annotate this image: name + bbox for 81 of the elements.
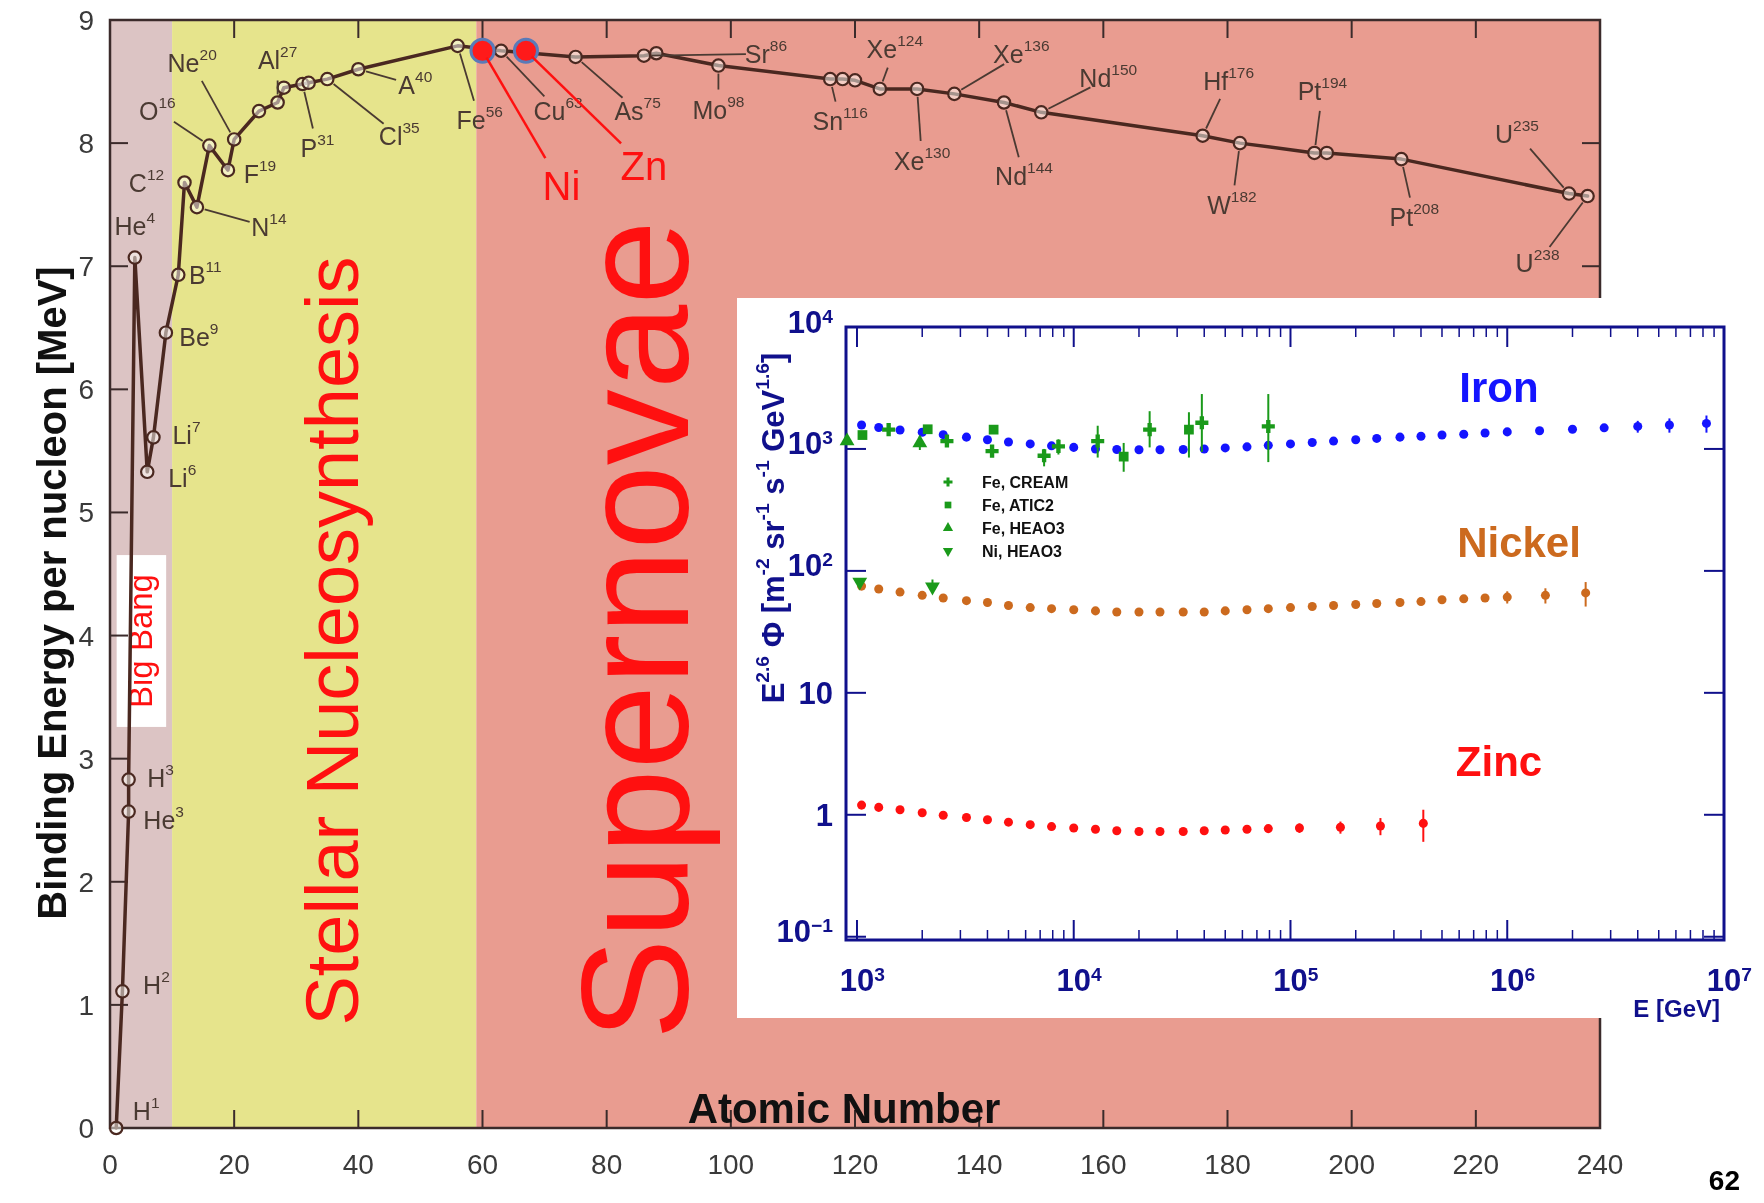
text: 62 (1708, 1164, 1740, 1196)
annotation: Li$^{7}$ (172, 418, 201, 450)
annotation: O$^{16}$ (138, 93, 176, 125)
annotation: Nd$^{150}$ (1079, 61, 1138, 93)
annotation: A$^{40}$ (398, 68, 433, 100)
annotation: Mo$^{98}$ (692, 92, 745, 124)
y-tick-label: 4 (78, 620, 94, 652)
annotation: Al$^{27}$ (257, 43, 298, 75)
x-tick-label: 240 (1576, 1149, 1624, 1181)
annotation: Nd$^{144}$ (995, 159, 1054, 191)
annotation: F$^{19}$ (243, 157, 277, 189)
annotation: Hf$^{176}$ (1203, 63, 1255, 95)
annotation: H$^{3}$ (147, 760, 174, 792)
annotation: W$^{182}$ (1207, 188, 1257, 220)
annotation: He$^{3}$ (143, 802, 184, 834)
y-tick-label: 8 (78, 128, 94, 160)
legend-label: Ni, HEAO3 (982, 542, 1063, 560)
y-tick-label: 0 (78, 1113, 94, 1145)
x-tick-label: 160 (1079, 1149, 1127, 1181)
annotation: B$^{11}$ (188, 257, 222, 289)
y-tick-label: 5 (78, 497, 94, 529)
x-tick-label: 0 (102, 1149, 118, 1181)
x-tick-label: 200 (1328, 1149, 1376, 1181)
x-tick-label: 120 (831, 1149, 879, 1181)
annotation: Xe$^{130}$ (893, 143, 951, 175)
legend-label: Fe, CREAM (982, 473, 1069, 491)
annotation: Ne$^{20}$ (167, 46, 218, 78)
y-tick-label: 1 (815, 797, 833, 833)
annotation: Li$^{6}$ (168, 460, 197, 492)
annotation: N$^{14}$ (251, 210, 287, 242)
series-label: Nickel (1457, 519, 1581, 566)
annotation: U$^{238}$ (1515, 246, 1560, 278)
annotation: Fe$^{56}$ (456, 102, 503, 134)
y-tick-label: 3 (78, 743, 94, 775)
x-tick-label: 10$^{3}$ (839, 963, 885, 999)
x-tick-label: 10$^{6}$ (1490, 963, 1536, 999)
x-tick-label: 100 (707, 1149, 755, 1181)
x-tick-label: 180 (1204, 1149, 1251, 1181)
y-tick-label: 10 (798, 675, 833, 711)
y-tick-label: 1 (78, 989, 94, 1021)
annotation: H$^{1}$ (132, 1094, 160, 1125)
annotation: He$^{4}$ (114, 208, 156, 240)
annotation: P$^{31}$ (300, 131, 335, 163)
series-label: Iron (1459, 364, 1539, 411)
annotation: Cl$^{35}$ (378, 119, 420, 151)
x-tick-label: 10$^{4}$ (1056, 963, 1102, 999)
y-tick-label: 10$^{3}$ (787, 426, 833, 462)
annotation: H$^{2}$ (143, 968, 170, 1000)
y-axis-title: Binding Energy per nucleon [MeV] (30, 266, 74, 920)
legend-label: Fe, ATIC2 (982, 496, 1055, 514)
annotation: Zn (620, 143, 668, 188)
annotation: Pt$^{208}$ (1389, 200, 1440, 232)
y-tick-label: 10$^{2}$ (787, 548, 833, 584)
y-tick-label: 2 (78, 866, 94, 898)
annotation: Sn$^{116}$ (812, 104, 868, 136)
y-tick-label: 7 (78, 251, 94, 283)
x-tick-label: 40 (342, 1149, 374, 1181)
annotation: U$^{235}$ (1494, 116, 1539, 148)
x-tick-label: 10$^{5}$ (1273, 963, 1319, 999)
legend-label: Fe, HEAO3 (982, 519, 1065, 537)
annotation: C$^{12}$ (128, 165, 165, 197)
y-tick-label: 10$^{−1}$ (776, 914, 834, 950)
x-tick-label: 140 (955, 1149, 1003, 1181)
annotation: Pt$^{194}$ (1297, 73, 1348, 105)
x-tick-label: 80 (591, 1149, 623, 1181)
band-label: Stellar Nucleosynthesis (290, 256, 374, 1026)
annotation: Be$^{9}$ (179, 319, 219, 351)
annotation: Xe$^{136}$ (993, 36, 1050, 68)
y-tick-label: 6 (78, 374, 94, 406)
x-tick-label: 220 (1452, 1149, 1500, 1181)
annotation: Ni (542, 163, 581, 208)
x-axis-title: Atomic Number (687, 1084, 1001, 1132)
y-tick-label: 9 (78, 5, 94, 37)
x-tick-label: 20 (218, 1149, 250, 1181)
annotation: As$^{75}$ (614, 93, 661, 125)
series-label: Zinc (1455, 738, 1543, 785)
band-label: Supernovae (550, 220, 721, 1040)
y-tick-label: 10$^{4}$ (787, 304, 834, 340)
annotation: Xe$^{124}$ (866, 31, 924, 63)
x-tick-label: 60 (466, 1149, 499, 1181)
annotation: Sr$^{86}$ (744, 36, 788, 68)
